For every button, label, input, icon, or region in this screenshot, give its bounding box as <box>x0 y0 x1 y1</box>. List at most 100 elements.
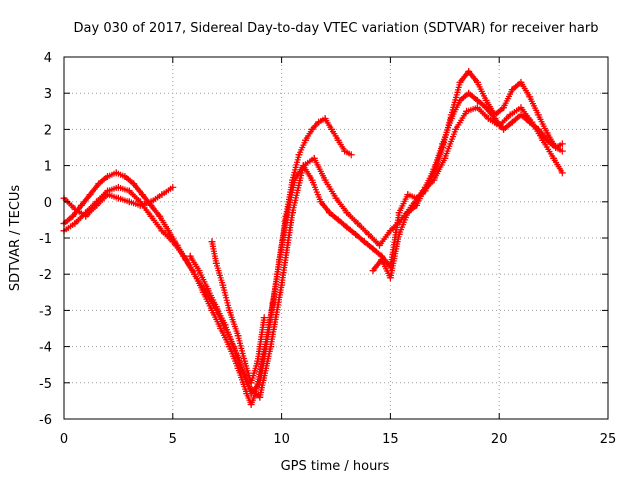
data-series-2 <box>60 104 566 401</box>
data-point <box>308 176 316 184</box>
data-point <box>365 230 373 238</box>
data-point <box>473 78 481 86</box>
data-point <box>212 303 220 311</box>
data-point <box>136 201 144 209</box>
data-point <box>550 154 558 162</box>
y-axis-label: SDTVAR / TECUs <box>8 185 23 292</box>
data-point <box>517 104 525 112</box>
data-point <box>321 176 329 184</box>
data-point <box>71 205 79 213</box>
data-point <box>508 86 516 94</box>
data-point <box>310 154 318 162</box>
y-axis-tick-labels: -6 -5 -4 -3 -2 -1 0 1 2 3 4 <box>39 51 52 428</box>
data-point <box>158 191 166 199</box>
data-point <box>93 201 101 209</box>
data-point <box>315 118 323 126</box>
data-point <box>156 212 164 220</box>
data-point <box>295 151 303 159</box>
y-tick-label: -4 <box>39 341 52 356</box>
data-point <box>325 209 333 217</box>
data-series-5 <box>208 238 268 387</box>
data-point <box>482 96 490 104</box>
data-point <box>404 191 412 199</box>
data-point <box>508 118 516 126</box>
data-point <box>256 393 264 401</box>
data-point <box>558 140 566 148</box>
y-tick-label: -1 <box>39 232 52 247</box>
data-point <box>439 140 447 148</box>
data-point <box>104 172 112 180</box>
data-point <box>558 147 566 155</box>
data-point <box>238 368 246 376</box>
plot-area <box>60 67 566 409</box>
data-point <box>343 209 351 217</box>
data-point <box>543 129 551 137</box>
x-tick-label: 15 <box>382 432 399 447</box>
data-point <box>186 252 194 260</box>
data-point <box>526 118 534 126</box>
data-point <box>321 115 329 123</box>
data-point <box>254 357 262 365</box>
data-point <box>328 125 336 133</box>
data-point <box>291 176 299 184</box>
data-point <box>273 270 281 278</box>
data-point <box>430 165 438 173</box>
data-point <box>447 115 455 123</box>
data-point <box>299 162 307 170</box>
data-point <box>308 125 316 133</box>
data-point <box>534 111 542 119</box>
data-point <box>169 238 177 246</box>
data-point <box>169 183 177 191</box>
data-point <box>500 125 508 133</box>
data-point <box>112 169 120 177</box>
data-point <box>282 216 290 224</box>
data-point <box>225 306 233 314</box>
series-trace <box>371 92 564 279</box>
data-point <box>484 115 492 123</box>
y-tick-label: 0 <box>44 196 52 211</box>
data-point <box>247 379 255 387</box>
data-point <box>86 191 94 199</box>
data-series-6 <box>369 89 566 282</box>
data-point <box>201 288 209 296</box>
data-point <box>526 93 534 101</box>
data-point <box>395 209 403 217</box>
data-point <box>465 89 473 97</box>
data-point <box>158 227 166 235</box>
data-point <box>69 212 77 220</box>
data-point <box>114 183 122 191</box>
data-point <box>463 107 471 115</box>
data-point <box>404 209 412 217</box>
x-tick-label: 25 <box>600 432 617 447</box>
data-point <box>386 274 394 282</box>
data-point <box>482 104 490 112</box>
data-series-4 <box>60 183 177 220</box>
data-point <box>558 169 566 177</box>
data-point <box>343 223 351 231</box>
data-point <box>334 136 342 144</box>
y-tick-label: -2 <box>39 268 52 283</box>
data-point <box>208 238 216 246</box>
series-plus-markers <box>61 104 565 401</box>
data-point <box>241 357 249 365</box>
data-point <box>219 281 227 289</box>
data-point <box>302 136 310 144</box>
data-point <box>543 136 551 144</box>
data-point <box>104 191 112 199</box>
x-axis-tick-labels: 0 5 10 15 20 25 <box>60 432 616 447</box>
y-tick-label: -6 <box>39 413 52 428</box>
chart-title: Day 030 of 2017, Sidereal Day-to-day VTE… <box>74 21 599 36</box>
x-tick-label: 10 <box>273 432 290 447</box>
data-point <box>456 96 464 104</box>
data-point <box>125 187 133 195</box>
data-point <box>378 256 386 264</box>
data-point <box>452 125 460 133</box>
data-point <box>71 220 79 228</box>
data-point <box>147 212 155 220</box>
series-plus-markers <box>370 90 564 281</box>
data-point <box>265 328 273 336</box>
data-point <box>217 325 225 332</box>
data-point <box>413 201 421 209</box>
data-point <box>77 201 85 209</box>
